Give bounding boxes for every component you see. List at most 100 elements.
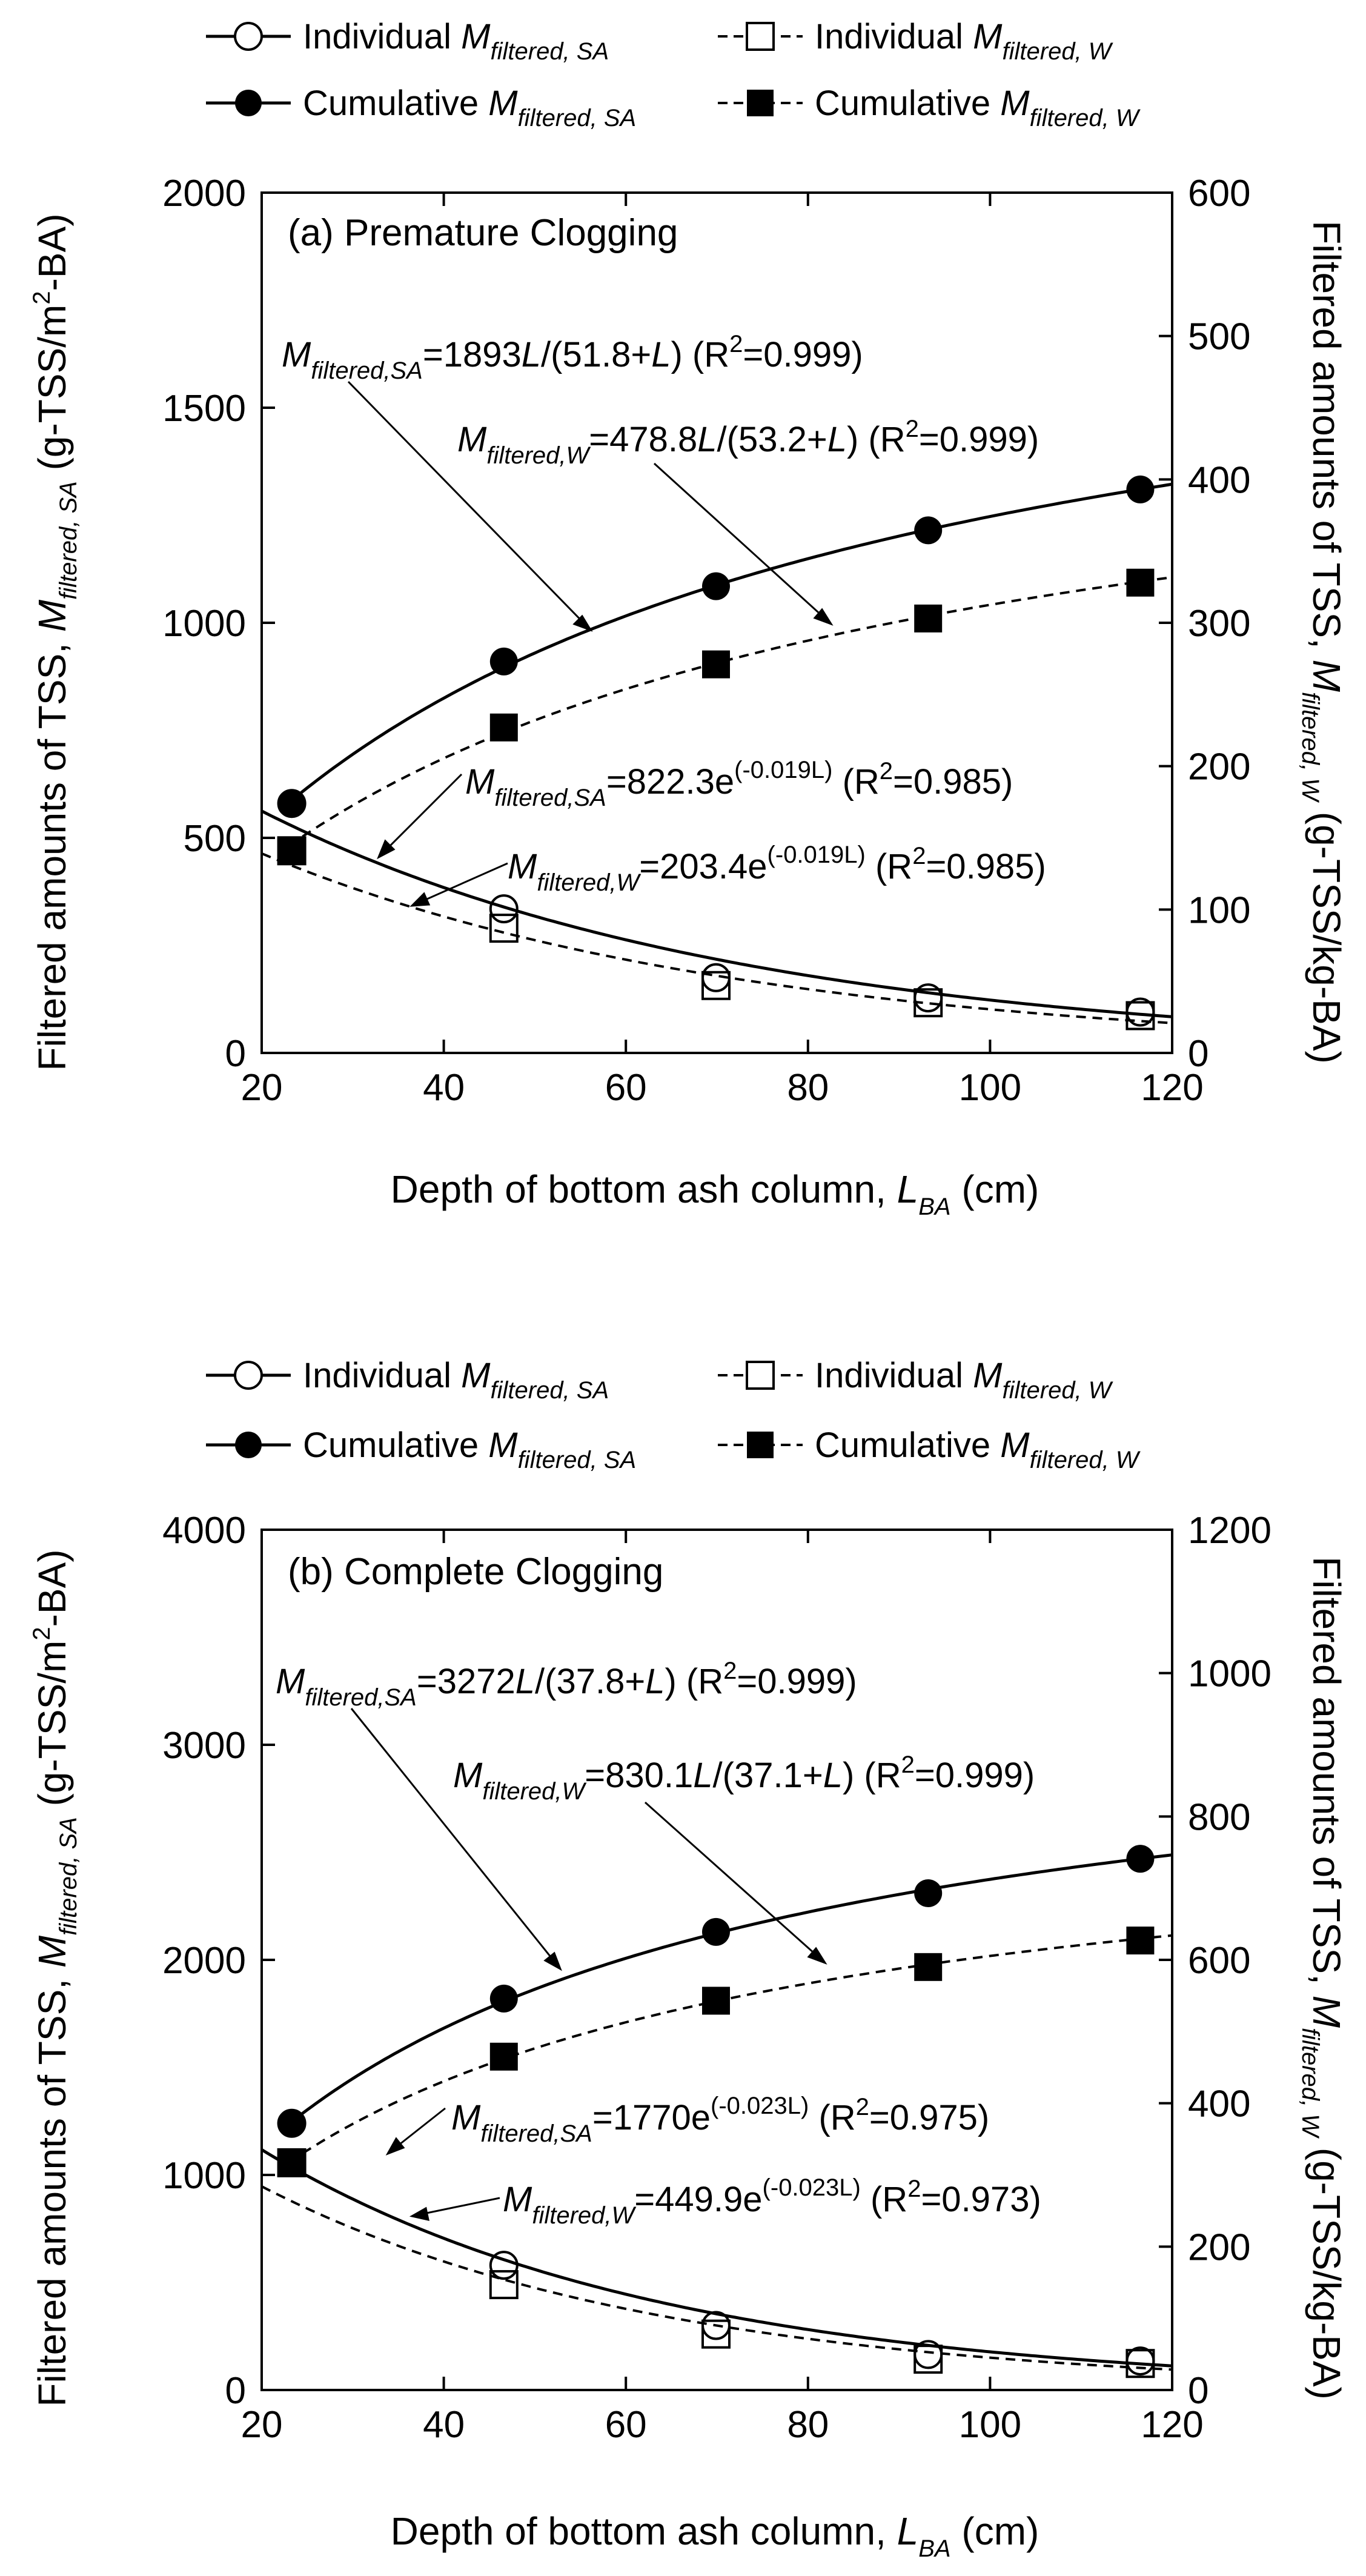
filled-square-point [1126, 568, 1155, 597]
cumulative-fit-curve-left [288, 1853, 1173, 2125]
x-tick-label: 20 [241, 2404, 283, 2446]
y-axis-label-left-a: Filtered amounts of TSS, Mfiltered, SA (… [28, 213, 82, 1071]
open-circle-point [489, 2251, 519, 2280]
open-square-point [701, 2319, 731, 2349]
legend-label-cumulative-w: Cumulative Mfiltered, W [815, 84, 1141, 131]
filled-square-point [914, 1953, 943, 1981]
open-circle-point [489, 894, 519, 924]
eq-label-b-fit2: Mfiltered,W=830.1L/(37.1+L) (R2=0.999) [453, 1751, 1035, 1805]
y-right-tick-label: 100 [1188, 889, 1250, 931]
legend-marker-filled-circle [235, 90, 262, 116]
open-square-point [1126, 1001, 1155, 1031]
x-tick-label: 60 [605, 1067, 647, 1109]
y-axis-label-left-b: Filtered amounts of TSS, Mfiltered, SA (… [28, 1549, 82, 2406]
arrow-line-a1 [347, 380, 592, 631]
arrow-line-a4 [411, 862, 508, 907]
individual-fit-curve-right [261, 852, 1173, 1024]
arrow-head-b2 [807, 1947, 827, 1965]
legend-label-individual-w-b: Individual Mfiltered, W [815, 1356, 1113, 1404]
x-tick-label: 80 [787, 1067, 829, 1109]
y-axis-label-right-a: Filtered amounts of TSS, Mfiltered, W (g… [1297, 221, 1348, 1064]
axis-ticks-a: 20 40 60 80 100 12005001000150020000100200300… [162, 173, 1250, 1109]
panel-a-premature-clogging: Individual Mfiltered, SA Individual Mfil… [28, 17, 1348, 1220]
plot-area-b: 20 40 60 80 100 12001000200030004000020040060… [162, 1510, 1272, 2446]
open-square-point [1126, 2349, 1155, 2378]
eq-label-a-fit1: Mfiltered,SA=1893L/(51.8+L) (R2=0.999) [282, 331, 863, 384]
y-right-tick-label: 0 [1188, 2370, 1209, 2412]
filled-circle-point [489, 1984, 518, 2013]
open-square-point [489, 2270, 519, 2300]
x-tick-label: 100 [959, 1067, 1021, 1109]
eq-label-b-fit3: Mfiltered,SA=1770e(-0.023L) (R2=0.975) [451, 2093, 989, 2147]
x-tick-label: 40 [423, 1067, 465, 1109]
legend-marker-open-circle-b [234, 1361, 263, 1390]
eq-label-b-fit4: Mfiltered,W=449.9e(-0.023L) (R2=0.973) [503, 2174, 1041, 2229]
legend-b: Individual Mfiltered, SA Individual Mfil… [206, 1356, 1141, 1473]
eq-label-a-fit2: Mfiltered,W=478.8L/(53.2+L) (R2=0.999) [457, 416, 1039, 469]
data-markers-a [277, 475, 1155, 1031]
plot-frame-b [260, 1529, 1173, 2391]
arrow-head-b1 [543, 1951, 562, 1971]
y-left-tick-label: 1500 [162, 388, 246, 430]
filled-circle-point [1126, 475, 1155, 503]
plot-frame-a [260, 191, 1173, 1054]
y-right-tick-label: 500 [1188, 316, 1250, 358]
y-right-tick-label: 200 [1188, 2226, 1250, 2268]
y-right-tick-label: 1000 [1188, 1653, 1272, 1695]
filled-square-point [489, 713, 518, 742]
y-left-tick-label: 0 [225, 1033, 246, 1075]
arrow-line-a3 [377, 773, 463, 858]
arrow-head-a4 [409, 892, 431, 907]
individual-fit-curve-right [261, 2185, 1173, 2371]
y-right-tick-label: 300 [1188, 603, 1250, 645]
y-left-tick-label: 1000 [162, 603, 246, 645]
x-tick-label: 80 [787, 2404, 829, 2446]
x-tick-label: 120 [1141, 1067, 1203, 1109]
x-tick-label: 60 [605, 2404, 647, 2446]
x-tick-label: 100 [959, 2404, 1021, 2446]
annotation-arrows-a [347, 380, 834, 907]
filled-square-point [277, 837, 306, 865]
eq-label-a-fit4: Mfiltered,W=203.4e(-0.019L) (R2=0.985) [508, 842, 1046, 896]
open-square-point [489, 914, 519, 943]
arrow-head-a3 [377, 839, 396, 860]
filled-square-point [701, 1987, 730, 2015]
individual-fit-curve-left [260, 2148, 1173, 2368]
legend-label-individual-sa: Individual Mfiltered, SA [303, 17, 609, 65]
y-left-tick-label: 3000 [162, 1725, 246, 1767]
x-axis-label-a: Depth of bottom ash column, LBA (cm) [391, 1167, 1039, 1220]
y-right-tick-label: 600 [1188, 173, 1250, 214]
legend-marker-open-square [746, 22, 775, 51]
arrow-head-b4 [409, 2206, 429, 2221]
y-right-tick-label: 400 [1188, 2083, 1250, 2125]
x-axis-label-b: Depth of bottom ash column, LBA (cm) [391, 2509, 1039, 2562]
eq-label-a-fit3: Mfiltered,SA=822.3e(-0.019L) (R2=0.985) [465, 757, 1013, 811]
filled-square-point [277, 2148, 306, 2177]
legend-label-individual-w: Individual Mfiltered, W [815, 17, 1113, 65]
filled-circle-point [914, 516, 943, 545]
cumulative-fit-curve-left [288, 482, 1173, 804]
fit-curves-b [260, 1853, 1173, 2371]
filled-circle-point [277, 2109, 306, 2137]
open-square-point [913, 2345, 943, 2374]
legend-label-cumulative-sa-b: Cumulative Mfiltered, SA [303, 1426, 636, 1473]
y-left-tick-label: 500 [184, 818, 246, 860]
legend-marker-open-circle [234, 22, 263, 51]
fit-curves-a [260, 482, 1173, 1024]
arrow-line-a2 [653, 462, 832, 625]
annotation-arrows-b [350, 1708, 827, 2221]
y-left-tick-label: 2000 [162, 1940, 246, 1982]
y-left-tick-label: 4000 [162, 1510, 246, 1552]
y-left-tick-label: 0 [225, 2370, 246, 2412]
arrow-head-a2 [813, 608, 834, 626]
arrow-head-b3 [385, 2137, 405, 2156]
y-right-tick-label: 400 [1188, 459, 1250, 501]
plot-area-a: 20 40 60 80 100 12005001000150020000100200300… [162, 173, 1250, 1109]
arrow-head-a1 [572, 614, 593, 632]
legend-marker-open-square-b [746, 1361, 775, 1390]
arrow-line-b2 [645, 1801, 826, 1964]
filled-square-point [489, 2042, 518, 2071]
legend-label-cumulative-w-b: Cumulative Mfiltered, W [815, 1426, 1141, 1473]
open-square-point [913, 988, 943, 1018]
